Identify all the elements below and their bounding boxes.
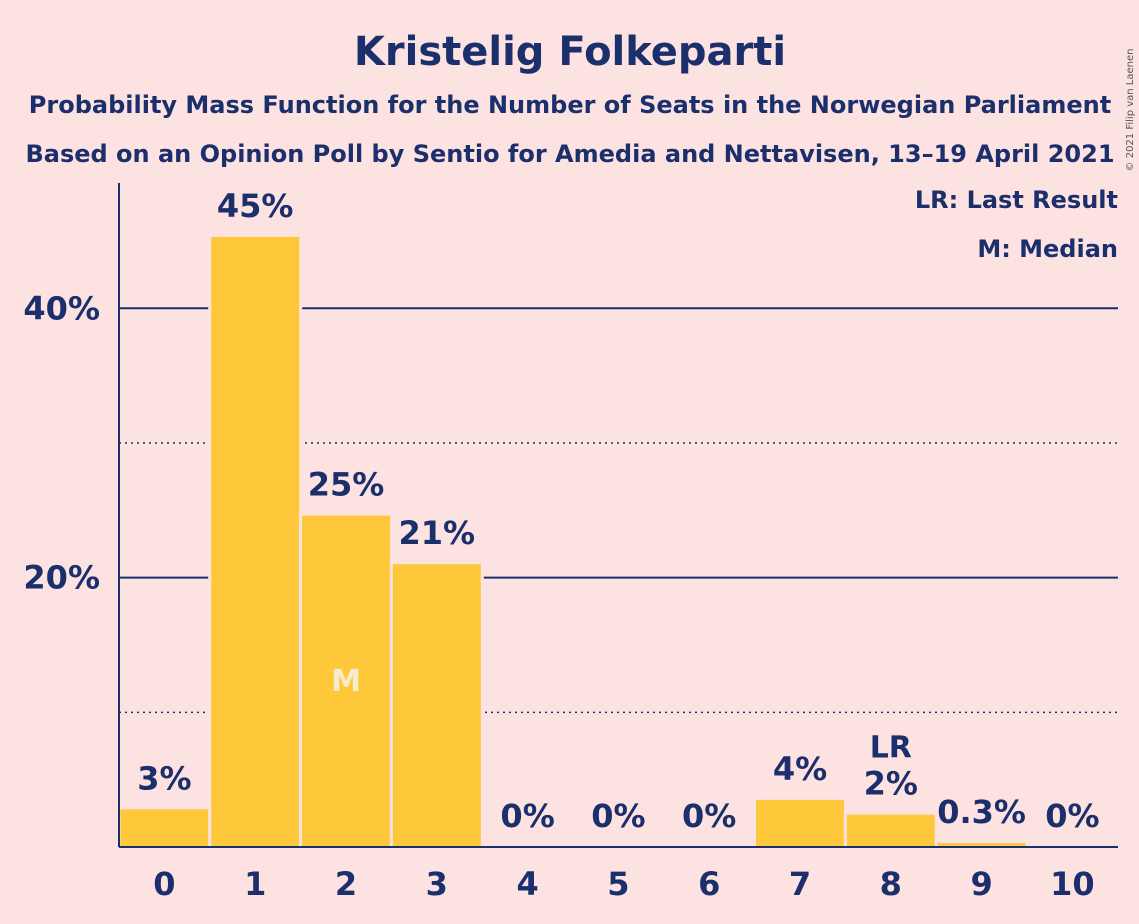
value-label-3: 21% [399,514,476,552]
x-tick-1: 1 [244,865,266,903]
bar-labels: 3% 0 45% 1 25% 2 M 21% 3 0% 4 0% 5 0% 6 4% 7 2% 8 LR 0.3% 9 0%… [137,187,1099,903]
value-label-4: 0% [500,797,554,835]
bar-1 [211,236,300,847]
x-tick-3: 3 [426,865,448,903]
x-tick-0: 0 [153,865,175,903]
legend-last-result: LR: Last Result [915,186,1118,214]
copyright-notice: © 2021 Filip van Laenen [1125,49,1136,172]
bar-2 [302,515,390,847]
bar-8 [846,814,935,847]
value-label-7: 4% [773,750,827,788]
x-tick-8: 8 [880,865,902,903]
legend-median: M: Median [977,235,1118,263]
bar-3 [392,564,481,847]
y-tick-40: 40% [23,289,100,327]
bars [117,233,1029,847]
x-tick-7: 7 [789,865,811,903]
value-label-1: 45% [217,187,294,225]
bar-9 [937,842,1026,847]
chart-title: Kristelig Folkeparti [354,29,786,75]
value-label-10: 0% [1045,797,1099,835]
y-tick-bg-20 [0,555,118,600]
y-tick-20: 20% [23,559,100,597]
x-tick-6: 6 [698,865,720,903]
value-label-2: 25% [308,466,385,504]
x-tick-9: 9 [970,865,992,903]
chart-subtitle-2: Based on an Opinion Poll by Sentio for A… [25,140,1114,168]
value-label-9: 0.3% [937,793,1026,831]
x-tick-2: 2 [335,865,357,903]
x-tick-4: 4 [516,865,538,903]
bar-0 [120,809,209,847]
last-result-marker: LR [870,731,912,766]
value-label-8: 2% [864,765,918,803]
value-label-5: 0% [591,797,645,835]
x-tick-5: 5 [607,865,629,903]
axes: 20% 40% [0,183,1118,848]
value-label-0: 3% [137,759,191,797]
bar-7 [756,799,844,847]
y-tick-bg-40 [0,286,118,331]
chart-subtitle-1: Probability Mass Function for the Number… [29,91,1111,119]
x-tick-10: 10 [1050,865,1095,903]
value-label-6: 0% [682,797,736,835]
median-marker: M [331,664,361,699]
